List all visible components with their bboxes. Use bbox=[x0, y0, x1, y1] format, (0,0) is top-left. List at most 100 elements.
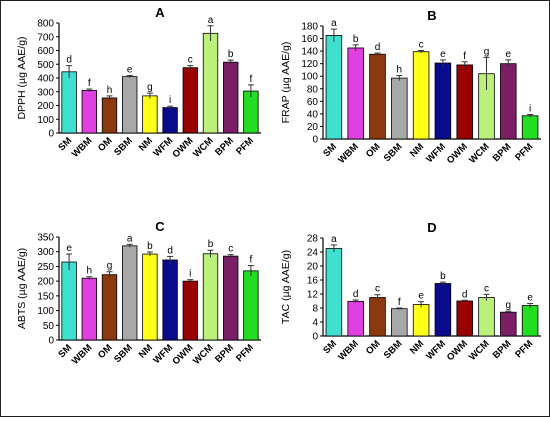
bar-om bbox=[369, 297, 386, 337]
significance-letter: a bbox=[331, 18, 337, 29]
significance-letter: f bbox=[250, 255, 253, 266]
significance-letter: c bbox=[419, 39, 424, 50]
category-label: OM bbox=[364, 141, 383, 160]
y-axis-label: TAC (µg AAE/g) bbox=[280, 250, 292, 324]
panel-label: D bbox=[427, 220, 436, 235]
y-tick-label: 160 bbox=[301, 34, 318, 45]
y-tick-label: 60 bbox=[307, 97, 319, 108]
category-label: WCM bbox=[191, 135, 216, 160]
significance-letter: i bbox=[189, 269, 191, 280]
bar-pfm bbox=[521, 305, 539, 337]
bar-om bbox=[101, 274, 118, 341]
y-tick-label: 400 bbox=[37, 74, 54, 85]
significance-letter: b bbox=[147, 241, 153, 252]
significance-letter: d bbox=[353, 289, 359, 300]
category-label: WBM bbox=[70, 135, 95, 160]
significance-letter: d bbox=[167, 245, 173, 256]
y-tick-label: 800 bbox=[37, 19, 54, 30]
bar-sbm bbox=[391, 77, 408, 140]
bar-owm bbox=[456, 64, 473, 140]
significance-letter: f bbox=[250, 74, 253, 85]
significance-letter: i bbox=[529, 104, 531, 115]
bar-wfm bbox=[434, 62, 452, 140]
significance-letter: g bbox=[147, 82, 153, 93]
significance-letter: e bbox=[527, 292, 533, 303]
category-label: BPM bbox=[491, 141, 514, 164]
category-label: BPM bbox=[213, 135, 236, 158]
significance-letter: b bbox=[353, 34, 359, 45]
bar-wbm bbox=[81, 89, 97, 134]
category-label: SM bbox=[321, 141, 339, 159]
significance-letter: d bbox=[66, 55, 72, 66]
significance-letter: d bbox=[462, 289, 468, 300]
bar-wcm bbox=[478, 297, 495, 337]
category-label: SBM bbox=[112, 135, 135, 158]
significance-letter: b bbox=[208, 239, 214, 250]
y-tick-label: 140 bbox=[301, 47, 318, 58]
category-label: WBM bbox=[336, 141, 361, 166]
category-label: WBM bbox=[336, 338, 361, 363]
bar-owm bbox=[182, 280, 198, 341]
category-label: SM bbox=[321, 338, 339, 356]
significance-letter: h bbox=[87, 266, 93, 277]
bar-sm bbox=[325, 35, 343, 140]
bar-bpm bbox=[223, 255, 239, 341]
category-label: OWM bbox=[170, 342, 195, 367]
y-tick-label: 120 bbox=[301, 59, 318, 70]
category-label: BPM bbox=[213, 342, 236, 365]
bar-om bbox=[101, 97, 118, 134]
category-label: PFM bbox=[513, 141, 535, 163]
y-axis-label: DPPH (µg AAE/g) bbox=[16, 36, 28, 119]
bar-owm bbox=[182, 67, 198, 134]
significance-letter: e bbox=[418, 291, 424, 302]
bar-om bbox=[369, 53, 386, 140]
y-tick-label: 12 bbox=[307, 290, 319, 301]
panel-a: A 0 100 200 300 400 500 600 700 800 DPPH (µg AAE/g… bbox=[16, 5, 261, 160]
significance-letter: c bbox=[375, 284, 380, 295]
y-tick-label: 250 bbox=[37, 262, 54, 273]
category-label: WFM bbox=[424, 141, 448, 165]
y-tick-label: 100 bbox=[301, 72, 318, 83]
significance-letter: c bbox=[228, 244, 233, 255]
y-tick-label: 180 bbox=[301, 22, 318, 33]
significance-letter: f bbox=[398, 297, 401, 308]
bar-wbm bbox=[347, 300, 364, 337]
bar-nm bbox=[412, 304, 430, 337]
category-label: WCM bbox=[467, 141, 492, 166]
bar-sbm bbox=[391, 308, 408, 337]
significance-letter: a bbox=[208, 15, 214, 26]
panel-label: C bbox=[155, 219, 165, 234]
bar-wfm bbox=[162, 259, 178, 341]
bar-bpm bbox=[500, 63, 517, 140]
y-tick-label: 28 bbox=[307, 234, 319, 245]
panel-d: D 0 4 8 12 16 20 24 28 TAC (µg AAE/g) a SM d WBM c OM f S… bbox=[280, 220, 541, 363]
category-label: WBM bbox=[70, 342, 95, 367]
significance-letter: b bbox=[228, 49, 234, 60]
significance-letter: e bbox=[506, 49, 512, 60]
category-label: SBM bbox=[112, 342, 135, 365]
significance-letter: b bbox=[440, 271, 446, 282]
bar-pfm bbox=[243, 270, 259, 341]
bar-sbm bbox=[122, 76, 138, 134]
y-tick-label: 0 bbox=[48, 129, 54, 140]
y-tick-label: 50 bbox=[43, 321, 55, 332]
category-label: SBM bbox=[382, 141, 405, 164]
category-label: WFM bbox=[151, 342, 175, 366]
bar-wcm bbox=[202, 32, 219, 134]
category-label: WFM bbox=[424, 338, 448, 362]
significance-letter: h bbox=[107, 85, 113, 96]
bar-nm bbox=[142, 95, 158, 134]
category-label: OWM bbox=[445, 141, 470, 166]
y-tick-label: 150 bbox=[37, 291, 54, 302]
category-label: BPM bbox=[491, 338, 514, 361]
bar-wcm bbox=[202, 253, 219, 341]
bar-sm bbox=[61, 261, 77, 341]
y-tick-label: 0 bbox=[312, 135, 318, 146]
significance-letter: e bbox=[440, 49, 446, 60]
bar-wfm bbox=[434, 283, 452, 337]
bar-pfm bbox=[521, 115, 539, 140]
y-tick-label: 24 bbox=[307, 248, 319, 259]
